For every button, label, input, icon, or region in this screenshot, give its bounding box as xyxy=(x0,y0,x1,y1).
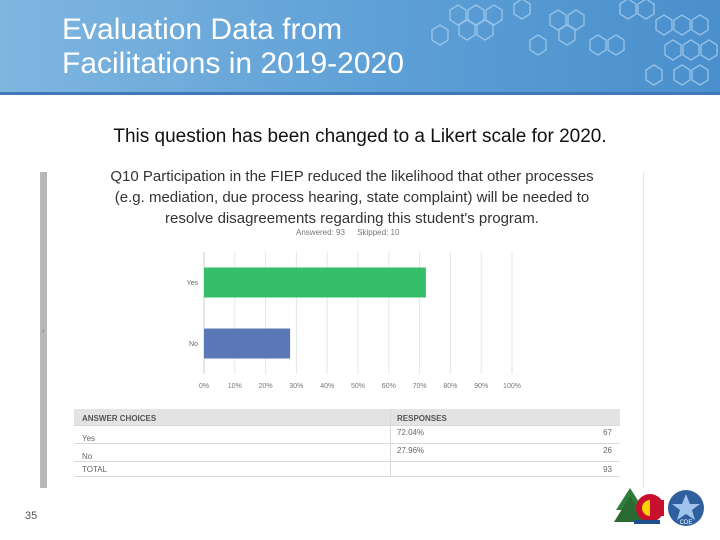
answer-table: ANSWER CHOICES RESPONSES Yes 72.04% 67 N… xyxy=(74,409,620,477)
slide-title-line2: Facilitations in 2019-2020 xyxy=(62,47,404,80)
row-choice: Yes xyxy=(82,434,96,443)
colorado-logo xyxy=(614,488,664,524)
chart-bars xyxy=(204,267,426,359)
row-choice: No xyxy=(82,452,93,461)
cde-logo-label: CDE xyxy=(680,520,693,526)
hexagon-pattern xyxy=(431,0,718,86)
skipped-count: Skipped: 10 xyxy=(357,228,400,237)
x-tick-label: 60% xyxy=(382,383,396,390)
bar-yes xyxy=(204,267,426,298)
page-number: 35 xyxy=(25,510,38,522)
table-total-row: TOTAL 93 xyxy=(74,462,620,477)
intro-text: This question has been changed to a Like… xyxy=(113,126,607,147)
x-tick-label: 80% xyxy=(443,383,457,390)
row-count: 67 xyxy=(603,428,612,437)
question-line2: (e.g. mediation, due process hearing, st… xyxy=(114,189,590,206)
answered-count: Answered: 93 xyxy=(296,228,345,237)
panel-marker: › xyxy=(42,328,45,335)
x-tick-label: 90% xyxy=(474,383,488,390)
table-header-row: ANSWER CHOICES RESPONSES xyxy=(74,409,620,426)
row-percent: 72.04% xyxy=(397,428,425,437)
title-band: Evaluation Data from Facilitations in 20… xyxy=(0,0,720,92)
screenshot-scrollbar xyxy=(40,172,47,488)
x-tick-label: 0% xyxy=(199,383,209,390)
chart-x-ticks: 0% 10% 20% 30% 40% 50% 60% 70% 80% 90% 100% xyxy=(199,383,521,390)
x-tick-label: 10% xyxy=(228,383,242,390)
category-label: Yes xyxy=(187,280,199,287)
slide-title-line1: Evaluation Data from xyxy=(62,13,343,46)
chart-category-labels: Yes No xyxy=(187,280,199,348)
x-tick-label: 30% xyxy=(289,383,303,390)
table-row: Yes 72.04% 67 xyxy=(74,426,620,444)
x-tick-label: 50% xyxy=(351,383,365,390)
title-divider xyxy=(0,92,720,95)
panel-edge xyxy=(643,172,644,488)
header-answer-choices: ANSWER CHOICES xyxy=(82,414,157,423)
bar-no xyxy=(204,328,291,359)
survey-question: Q10 Participation in the FIEP reduced th… xyxy=(72,166,632,229)
question-line3: resolve disagreements regarding this stu… xyxy=(165,210,539,227)
row-percent: 27.96% xyxy=(397,446,425,455)
x-tick-label: 100% xyxy=(503,383,521,390)
question-line1: Q10 Participation in the FIEP reduced th… xyxy=(110,168,594,185)
organization-logos: CDE xyxy=(614,488,704,526)
response-meta: Answered: 93 Skipped: 10 xyxy=(296,228,409,237)
x-tick-label: 70% xyxy=(413,383,427,390)
header-responses: RESPONSES xyxy=(397,414,447,423)
total-count: 93 xyxy=(603,465,612,474)
total-label: TOTAL xyxy=(82,465,108,474)
slide-title: Evaluation Data from Facilitations in 20… xyxy=(62,13,404,81)
row-count: 26 xyxy=(603,446,612,455)
x-tick-label: 40% xyxy=(320,383,334,390)
table-row: No 27.96% 26 xyxy=(74,444,620,462)
x-tick-label: 20% xyxy=(259,383,273,390)
cde-logo: CDE xyxy=(668,490,704,526)
category-label: No xyxy=(189,341,198,348)
